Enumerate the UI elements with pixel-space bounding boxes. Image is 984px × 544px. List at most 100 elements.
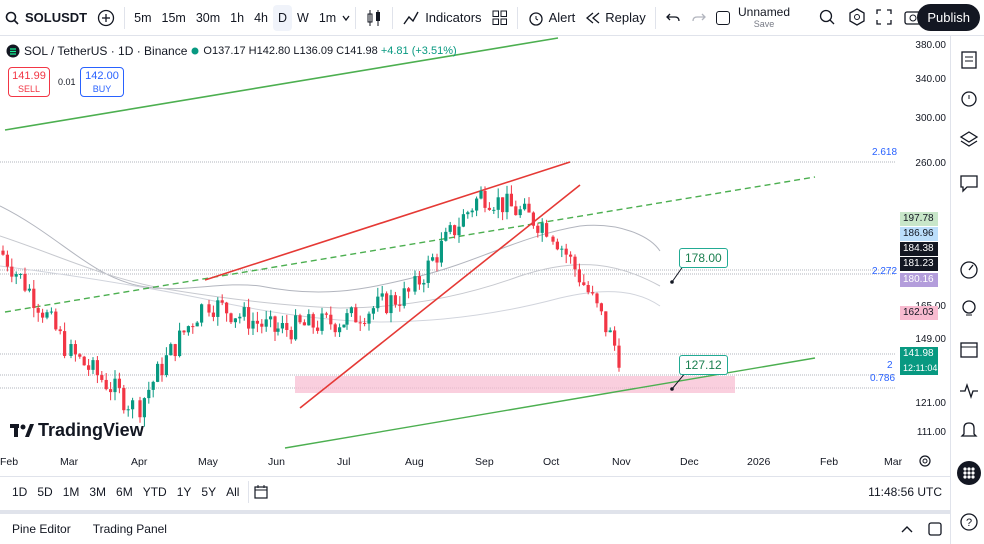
candle-body <box>69 344 73 356</box>
layers-icon[interactable] <box>959 130 979 150</box>
chevron-down-icon[interactable] <box>341 13 351 23</box>
callout-upper-price[interactable]: 178.00 <box>679 248 728 268</box>
callout-lower-price[interactable]: 127.12 <box>679 355 728 375</box>
candle-body <box>402 288 406 306</box>
pulse-icon[interactable] <box>959 381 979 401</box>
apps-grid-icon[interactable] <box>956 460 982 486</box>
tradingview-logo[interactable]: TradingView <box>10 420 144 441</box>
price-label: 380.00 <box>915 40 946 51</box>
range-1m[interactable]: 1M <box>62 484 80 499</box>
interval-1h[interactable]: 1h <box>230 10 245 25</box>
templates-button[interactable] <box>487 0 513 36</box>
candle-body <box>307 314 311 326</box>
candle-body <box>164 355 168 376</box>
rewind-icon <box>586 12 600 23</box>
candle-body <box>186 326 190 333</box>
price-chart[interactable] <box>0 36 896 472</box>
candle-body <box>466 212 470 215</box>
redo-button[interactable] <box>686 0 712 36</box>
candle-body <box>211 312 215 317</box>
sell-button[interactable]: 141.99 SELL <box>8 67 50 97</box>
candle-body <box>151 381 155 390</box>
settings-icon[interactable] <box>848 8 866 26</box>
range-ytd[interactable]: YTD <box>142 484 167 499</box>
current-price-tag: 141.98 <box>900 347 938 361</box>
range-6m[interactable]: 6M <box>116 484 133 499</box>
time-label: May <box>198 456 218 468</box>
symbol-search[interactable]: SOLUSDT <box>0 0 92 36</box>
trading-panel-tab[interactable]: Trading Panel <box>92 522 167 536</box>
candle-body <box>320 313 324 331</box>
bottom-panel-tabs: Pine Editor Trading Panel <box>0 510 950 544</box>
buy-button[interactable]: 142.00 BUY <box>80 67 124 97</box>
undo-button[interactable] <box>660 0 686 36</box>
alert-button[interactable]: Alert <box>522 0 581 36</box>
quick-search-icon[interactable] <box>818 8 836 26</box>
bulb-icon[interactable] <box>959 299 979 319</box>
pine-editor-tab[interactable]: Pine Editor <box>12 522 71 536</box>
demand-zone[interactable] <box>295 376 735 393</box>
time-label: Jun <box>268 456 285 468</box>
candle-body <box>298 315 302 323</box>
alarm-clock-icon[interactable] <box>959 88 979 108</box>
range-1y[interactable]: 1Y <box>176 484 192 499</box>
axis-settings-icon[interactable] <box>918 454 932 468</box>
middle-trendline-dashed[interactable] <box>4 176 816 313</box>
maximize-icon[interactable] <box>928 522 942 536</box>
candle-body <box>555 241 559 250</box>
candle-body <box>122 387 126 411</box>
candle-body <box>457 226 461 236</box>
range-5y[interactable]: 5Y <box>201 484 217 499</box>
calendar-range-icon[interactable] <box>253 484 269 500</box>
chart-legend: SOL / TetherUS · 1D · Binance O137.17 H1… <box>6 44 457 58</box>
fullscreen-icon[interactable] <box>876 9 892 25</box>
candle-body <box>273 316 277 332</box>
layout-selector[interactable]: Unnamed Save <box>716 0 790 36</box>
chart-type-button[interactable] <box>360 0 388 36</box>
candle-body <box>505 193 509 213</box>
range-1d[interactable]: 1D <box>12 484 28 499</box>
chat-icon[interactable] <box>959 173 979 193</box>
utc-clock[interactable]: 11:48:56 UTC <box>868 484 942 499</box>
replay-button[interactable]: Replay <box>580 0 650 36</box>
interval-30m[interactable]: 30m <box>195 10 221 25</box>
candle-body <box>582 282 586 286</box>
upper-trendline[interactable] <box>4 37 559 131</box>
interval-w[interactable]: W <box>297 10 309 25</box>
candle-body <box>233 318 237 323</box>
candle-body <box>109 389 113 393</box>
candle-body <box>5 254 9 267</box>
time-axis[interactable]: Feb Mar Apr May Jun Jul Aug Sep Oct Nov … <box>0 452 950 472</box>
range-5d[interactable]: 5D <box>37 484 53 499</box>
wedge-upper-line[interactable] <box>204 161 571 281</box>
indicators-button[interactable]: Indicators <box>397 0 486 36</box>
calendar-icon[interactable] <box>959 339 979 359</box>
price-label: 111.00 <box>916 427 946 438</box>
range-all[interactable]: All <box>226 484 240 499</box>
range-3m[interactable]: 3M <box>89 484 107 499</box>
legend-title[interactable]: SOL / TetherUS · 1D · Binance <box>24 44 188 58</box>
candle-body <box>470 210 474 213</box>
interval-4h[interactable]: 4h <box>254 10 268 25</box>
interval-5m[interactable]: 5m <box>134 10 152 25</box>
signal-icon[interactable] <box>959 260 979 280</box>
interval-15m[interactable]: 15m <box>161 10 186 25</box>
layout-checkbox[interactable] <box>716 11 730 25</box>
lower-trendline[interactable] <box>284 357 816 449</box>
candle-body <box>142 398 146 418</box>
compare-button[interactable] <box>92 0 120 36</box>
price-tag-ma1: 197.78 <box>900 212 938 226</box>
interval-d[interactable]: D <box>272 4 292 31</box>
publish-button[interactable]: Publish <box>917 4 980 31</box>
chevron-up-icon[interactable] <box>900 524 914 534</box>
candle-body <box>569 254 573 257</box>
legend-change: +4.81 (+3.51%) <box>380 45 457 57</box>
interval-1mo[interactable]: 1m <box>318 10 337 25</box>
bell-icon[interactable] <box>959 420 979 440</box>
candlestick-series <box>1 185 621 427</box>
plus-circle-icon <box>97 9 115 26</box>
watchlist-icon[interactable] <box>959 50 979 70</box>
help-icon[interactable]: ? <box>959 512 979 532</box>
candle-body <box>131 400 135 410</box>
candle-body <box>560 248 564 250</box>
